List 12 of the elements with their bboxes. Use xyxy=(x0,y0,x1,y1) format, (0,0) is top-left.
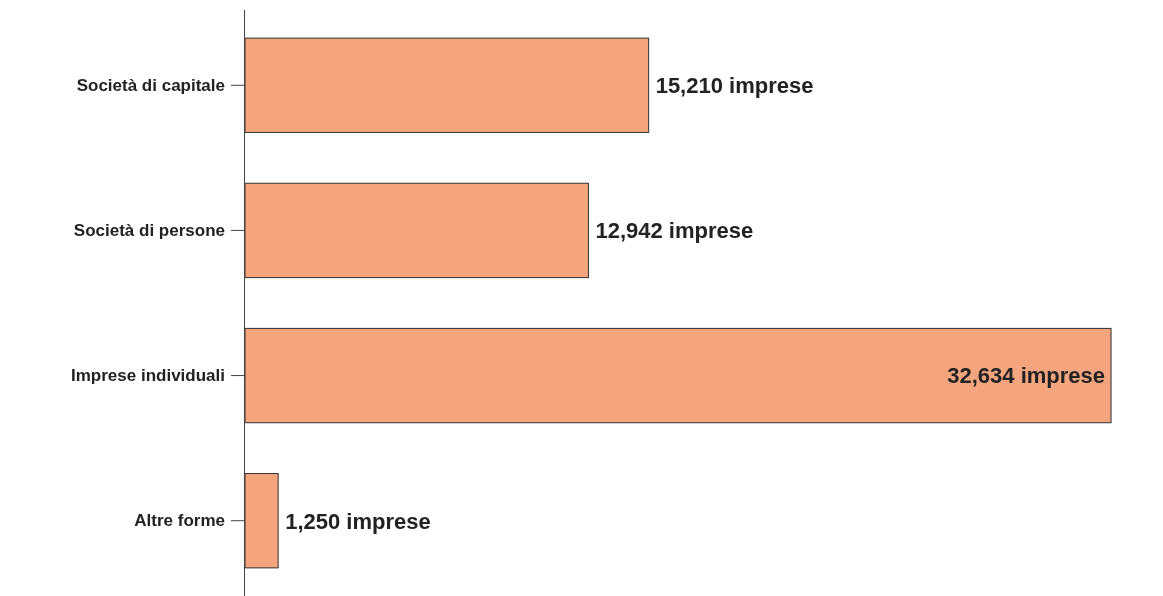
data-label: 15,210 imprese xyxy=(655,73,814,99)
y-tick-label: Società di persone xyxy=(73,220,225,240)
y-tick-label: Imprese individuali xyxy=(71,366,225,386)
data-label: 1,250 imprese xyxy=(285,508,431,534)
y-tick-label: Altre forme xyxy=(134,511,225,531)
data-label: 12,942 imprese xyxy=(595,218,754,244)
y-tick-label: Società di capitale xyxy=(76,75,225,95)
bar xyxy=(244,37,650,133)
bar xyxy=(244,327,1112,424)
bar xyxy=(244,182,589,279)
bar xyxy=(244,473,279,569)
data-label: 32,634 imprese xyxy=(947,363,1106,389)
